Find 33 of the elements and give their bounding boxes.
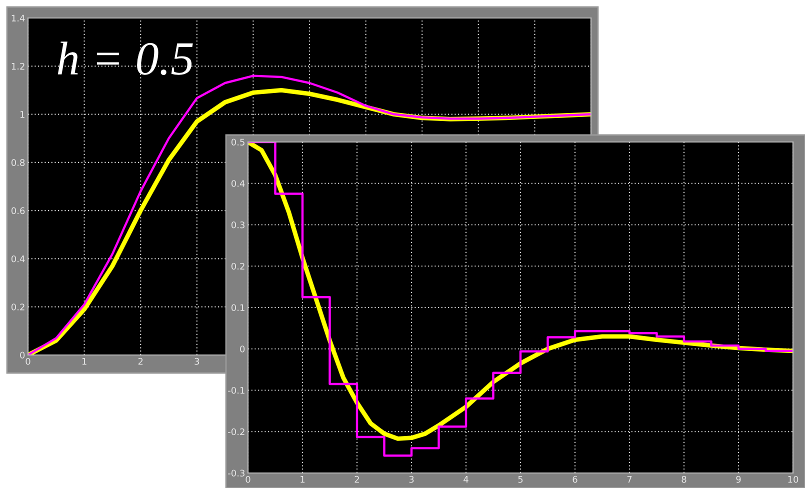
x-tick-label: 10 xyxy=(788,476,798,483)
y-tick-label: 0 xyxy=(240,346,245,352)
x-tick-label: 2 xyxy=(138,358,143,365)
x-tick-label: 1 xyxy=(300,476,305,483)
x-tick-label: 4 xyxy=(464,476,468,483)
x-tick-label: 2 xyxy=(354,476,359,483)
x-tick-label: 1 xyxy=(82,358,86,365)
x-tick-label: 5 xyxy=(518,476,523,483)
y-tick-label: 0.5 xyxy=(231,138,244,146)
x-tick-label: 3 xyxy=(409,476,414,483)
x-tick-label: 8 xyxy=(682,476,686,483)
y-tick-label: 0.8 xyxy=(11,159,25,166)
y-tick-label: -0.1 xyxy=(228,386,244,394)
x-tick-label: 7 xyxy=(627,476,632,483)
x-tick-label: 6 xyxy=(572,476,578,483)
y-tick-label: 1.4 xyxy=(12,14,25,22)
annotation: h = 0.5 xyxy=(58,42,193,76)
y-tick-label: 0.1 xyxy=(231,304,244,312)
y-tick-label: 1 xyxy=(20,111,24,118)
x-tick-label: 0 xyxy=(246,476,250,483)
y-tick-label: 0.4 xyxy=(11,255,25,262)
y-tick-label: 1.2 xyxy=(12,62,24,70)
y-tick-label: 0 xyxy=(20,352,25,359)
y-tick-label: 0.6 xyxy=(11,207,25,214)
y-tick-label: 0.4 xyxy=(231,180,245,187)
y-tick-label: 0.2 xyxy=(231,262,244,270)
y-tick-label: -0.3 xyxy=(228,470,244,477)
x-tick-label: 0 xyxy=(26,358,30,365)
y-tick-label: -0.2 xyxy=(228,428,244,436)
y-tick-label: 0.2 xyxy=(11,304,24,310)
y-tick-label: 0.3 xyxy=(231,221,244,228)
x-tick-label: 9 xyxy=(736,476,741,483)
x-tick-label: 3 xyxy=(194,358,200,365)
